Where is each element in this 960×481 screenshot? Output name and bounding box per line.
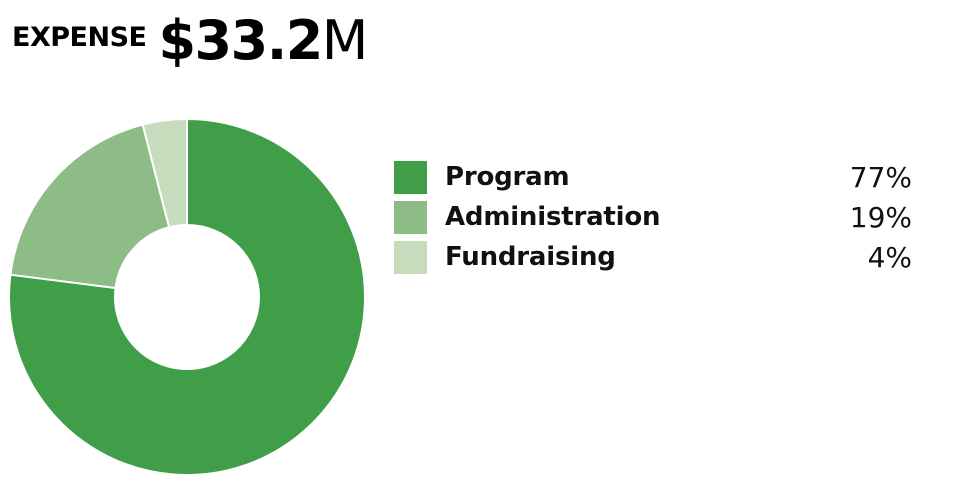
donut-slices bbox=[8, 117, 366, 476]
donut-chart bbox=[8, 117, 366, 476]
donut-slice-administration bbox=[9, 123, 171, 290]
expense-total-unit: M bbox=[321, 9, 369, 72]
legend-value-administration: 19% bbox=[849, 201, 912, 234]
donut-slice-fundraising bbox=[141, 117, 188, 229]
chart-legend: Program 77% Administration 19% Fundraisi… bbox=[394, 160, 914, 280]
legend-swatch-administration bbox=[394, 201, 427, 234]
legend-label-administration: Administration bbox=[445, 202, 661, 232]
legend-swatch-fundraising bbox=[394, 241, 427, 274]
legend-label-program: Program bbox=[445, 162, 570, 192]
legend-label-fundraising: Fundraising bbox=[445, 242, 616, 272]
legend-item-program: Program 77% bbox=[394, 160, 914, 200]
legend-value-fundraising: 4% bbox=[867, 241, 912, 274]
legend-item-fundraising: Fundraising 4% bbox=[394, 240, 914, 280]
legend-item-administration: Administration 19% bbox=[394, 200, 914, 240]
legend-value-program: 77% bbox=[849, 161, 912, 194]
expense-total: $33.2M bbox=[158, 14, 368, 68]
expense-total-number: $33.2 bbox=[158, 9, 323, 72]
chart-header: EXPENSE $33.2M bbox=[12, 14, 368, 68]
expense-label: EXPENSE bbox=[12, 22, 147, 53]
legend-swatch-program bbox=[394, 161, 427, 194]
donut-slice-program bbox=[8, 117, 366, 476]
